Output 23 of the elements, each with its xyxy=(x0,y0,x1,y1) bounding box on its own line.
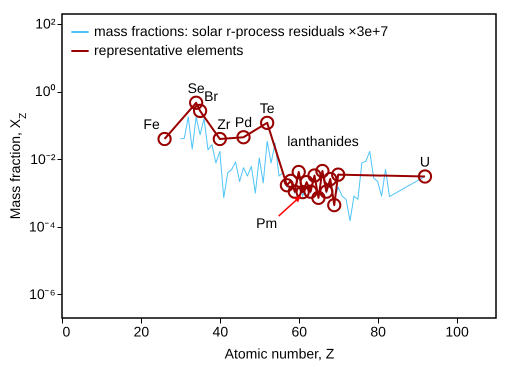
x-tick-label: 40 xyxy=(212,324,228,340)
annotation: Pd xyxy=(234,114,252,130)
x-tick-label: 80 xyxy=(370,324,386,340)
x-axis-title: Atomic number, Z xyxy=(224,346,335,362)
annotation: U xyxy=(420,153,430,170)
annotation: Se xyxy=(188,80,205,96)
y-tick-label: 10⁻⁴ xyxy=(28,218,56,234)
y-tick-label: 10⁻⁶ xyxy=(29,286,56,302)
annotation: Zr xyxy=(217,116,231,132)
annotation: Br xyxy=(204,88,218,104)
y-tick-label: 10⁻² xyxy=(30,150,56,167)
annotation: lanthanides xyxy=(287,133,359,149)
x-tick-label: 20 xyxy=(134,324,150,340)
x-tick-label: 100 xyxy=(445,324,469,340)
annotation: Te xyxy=(260,100,275,116)
legend-label: representative elements xyxy=(94,42,244,58)
y-tick-label: 10⁰ xyxy=(34,83,56,100)
annotation: Fe xyxy=(143,116,160,132)
legend-label: mass fractions: solar r-process residuals ×3e+7 xyxy=(94,23,388,39)
x-tick-label: 60 xyxy=(291,324,308,340)
y-tick-label: 10² xyxy=(35,16,56,32)
x-tick-label: 0 xyxy=(62,324,70,340)
annotation: Pm xyxy=(256,215,278,232)
